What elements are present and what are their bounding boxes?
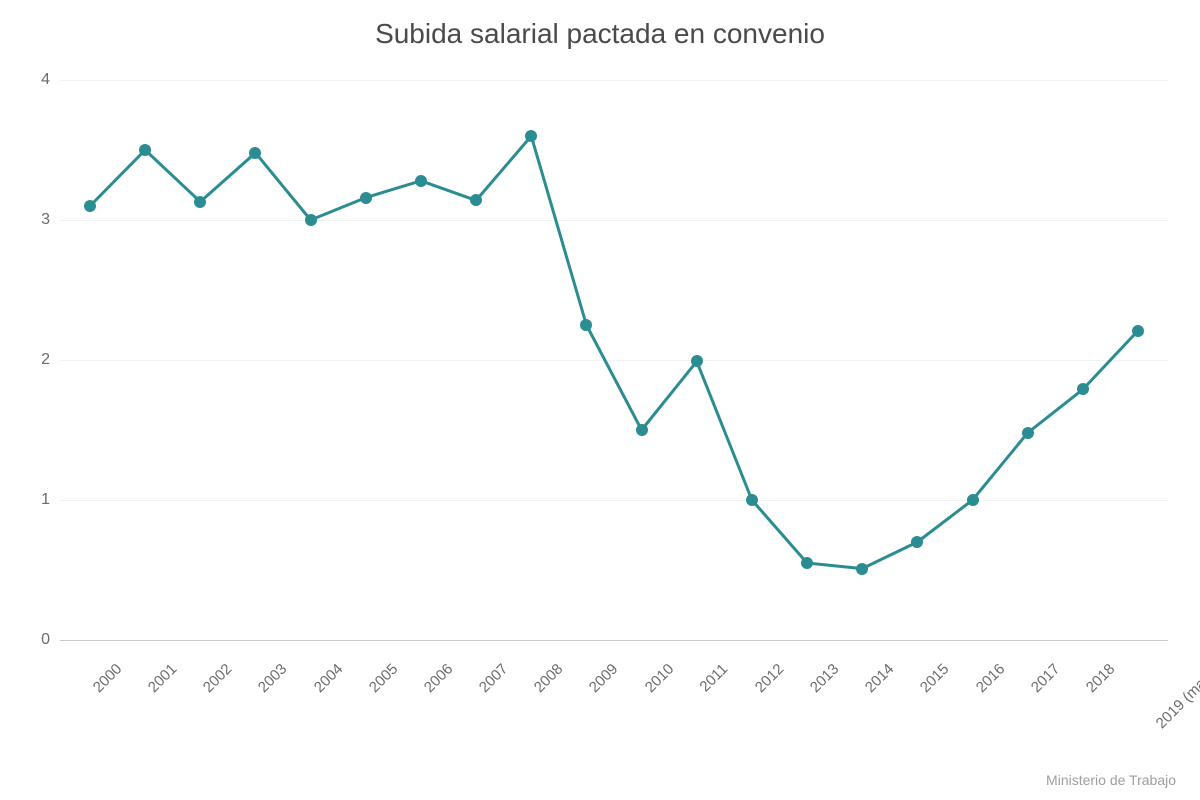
chart-title: Subida salarial pactada en convenio [0, 18, 1200, 50]
data-point [636, 424, 648, 436]
data-point [1077, 383, 1089, 395]
data-point [415, 175, 427, 187]
data-point [911, 536, 923, 548]
x-tick-label: 2000 [90, 660, 126, 696]
gridline [60, 640, 1168, 641]
x-tick-label: 2006 [421, 660, 457, 696]
x-tick-label: 2017 [1027, 660, 1063, 696]
x-tick-label: 2018 [1083, 660, 1119, 696]
data-point [360, 192, 372, 204]
x-tick-label: 2011 [696, 660, 731, 695]
x-tick-label: 2007 [476, 660, 512, 696]
data-point [305, 214, 317, 226]
y-tick-label: 3 [20, 211, 50, 229]
x-tick-label: 2014 [862, 660, 898, 696]
data-point [525, 130, 537, 142]
x-tick-label: 2019 (mayo) [1153, 660, 1200, 732]
x-tick-label: 2010 [641, 660, 677, 696]
x-tick-label: 2004 [310, 660, 346, 696]
data-point [139, 144, 151, 156]
data-point [249, 147, 261, 159]
x-tick-label: 2012 [752, 660, 788, 696]
x-tick-label: 2016 [972, 660, 1008, 696]
plot-area: 0123420002001200220032004200520062007200… [60, 80, 1168, 640]
data-point [967, 494, 979, 506]
x-tick-label: 2013 [807, 660, 843, 696]
y-tick-label: 0 [20, 631, 50, 649]
x-tick-label: 2008 [531, 660, 567, 696]
y-tick-label: 4 [20, 71, 50, 89]
chart-container: Subida salarial pactada en convenio 0123… [0, 0, 1200, 800]
x-tick-label: 2002 [200, 660, 236, 696]
y-tick-label: 1 [20, 491, 50, 509]
x-tick-label: 2009 [586, 660, 622, 696]
chart-source-label: Ministerio de Trabajo [1046, 772, 1176, 788]
data-point [801, 557, 813, 569]
data-point [1022, 427, 1034, 439]
x-tick-label: 2003 [255, 660, 291, 696]
data-point [84, 200, 96, 212]
x-tick-label: 2015 [917, 660, 953, 696]
data-point [1132, 325, 1144, 337]
data-point [856, 563, 868, 575]
y-tick-label: 2 [20, 351, 50, 369]
x-tick-label: 2001 [145, 660, 181, 696]
x-tick-label: 2005 [366, 660, 402, 696]
data-point [691, 355, 703, 367]
series-line [60, 80, 1168, 640]
data-point [194, 196, 206, 208]
data-point [470, 194, 482, 206]
data-point [580, 319, 592, 331]
data-point [746, 494, 758, 506]
